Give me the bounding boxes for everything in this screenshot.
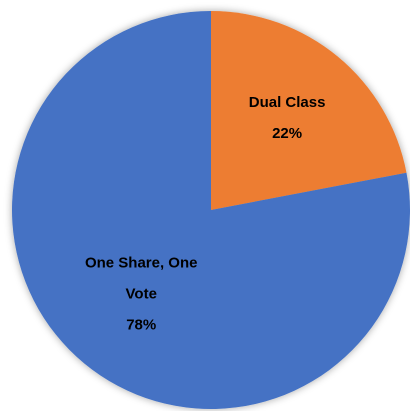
category-name: One Share, One Vote — [84, 254, 198, 303]
slices — [12, 11, 410, 409]
slice-label: One Share, One Vote 78% — [76, 248, 206, 341]
slice-label: Dual Class 22% — [222, 87, 352, 149]
value-label: 78% — [126, 316, 157, 334]
pie-slice — [211, 11, 407, 210]
pie-slice — [12, 11, 410, 409]
category-name: Dual Class — [248, 94, 326, 111]
value-label: 22% — [272, 125, 303, 142]
